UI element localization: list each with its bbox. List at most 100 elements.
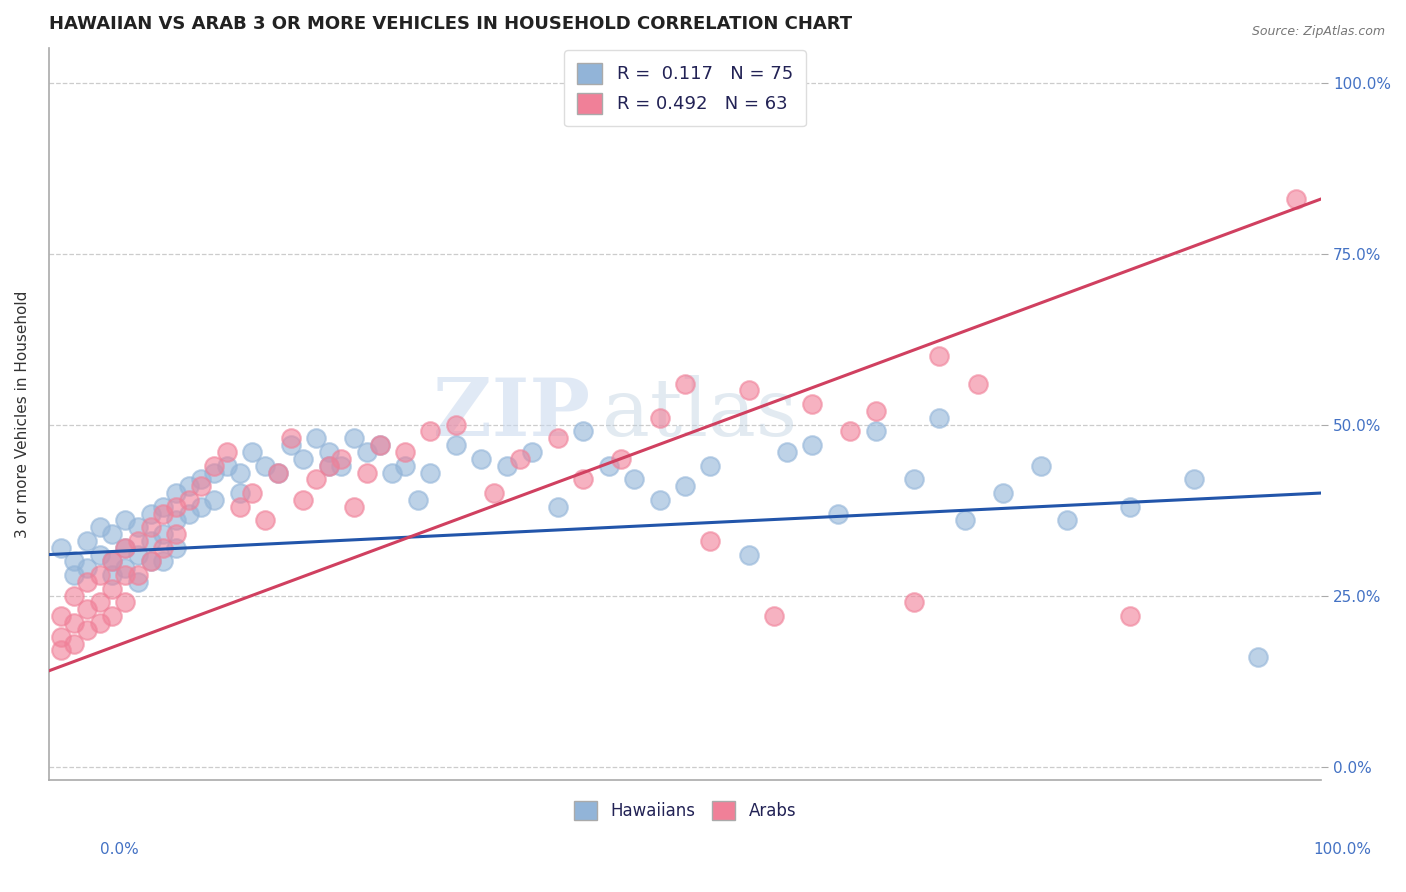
Point xyxy=(177,479,200,493)
Point xyxy=(482,486,505,500)
Point xyxy=(127,520,149,534)
Point xyxy=(318,458,340,473)
Point xyxy=(292,492,315,507)
Point xyxy=(495,458,517,473)
Point xyxy=(139,554,162,568)
Point xyxy=(114,595,136,609)
Point xyxy=(305,431,328,445)
Point xyxy=(215,445,238,459)
Point xyxy=(127,548,149,562)
Point xyxy=(547,500,569,514)
Point xyxy=(1031,458,1053,473)
Text: Source: ZipAtlas.com: Source: ZipAtlas.com xyxy=(1251,25,1385,38)
Point xyxy=(63,589,86,603)
Point xyxy=(165,513,187,527)
Point xyxy=(228,466,250,480)
Point xyxy=(280,438,302,452)
Point xyxy=(991,486,1014,500)
Point xyxy=(139,533,162,548)
Point xyxy=(89,615,111,630)
Point xyxy=(63,568,86,582)
Point xyxy=(202,492,225,507)
Point xyxy=(228,486,250,500)
Point xyxy=(240,486,263,500)
Point xyxy=(839,425,862,439)
Point xyxy=(114,541,136,555)
Point xyxy=(1119,500,1142,514)
Point xyxy=(394,445,416,459)
Point xyxy=(165,500,187,514)
Point xyxy=(356,445,378,459)
Point xyxy=(699,533,721,548)
Point xyxy=(280,431,302,445)
Point xyxy=(394,458,416,473)
Point xyxy=(318,458,340,473)
Point xyxy=(51,609,73,624)
Point xyxy=(165,541,187,555)
Point xyxy=(419,466,441,480)
Point xyxy=(127,568,149,582)
Point xyxy=(572,425,595,439)
Text: 0.0%: 0.0% xyxy=(100,842,139,856)
Point xyxy=(76,623,98,637)
Y-axis label: 3 or more Vehicles in Household: 3 or more Vehicles in Household xyxy=(15,291,30,538)
Point xyxy=(1056,513,1078,527)
Point xyxy=(267,466,290,480)
Point xyxy=(76,574,98,589)
Point xyxy=(139,507,162,521)
Point xyxy=(228,500,250,514)
Point xyxy=(903,595,925,609)
Point xyxy=(827,507,849,521)
Point xyxy=(928,349,950,363)
Point xyxy=(190,479,212,493)
Point xyxy=(406,492,429,507)
Point xyxy=(865,404,887,418)
Point xyxy=(139,520,162,534)
Point xyxy=(165,486,187,500)
Point xyxy=(737,548,759,562)
Point xyxy=(966,376,988,391)
Point xyxy=(330,451,353,466)
Point xyxy=(101,582,124,596)
Point xyxy=(215,458,238,473)
Legend: Hawaiians, Arabs: Hawaiians, Arabs xyxy=(567,794,803,827)
Point xyxy=(76,602,98,616)
Point xyxy=(63,636,86,650)
Point xyxy=(1182,472,1205,486)
Text: HAWAIIAN VS ARAB 3 OR MORE VEHICLES IN HOUSEHOLD CORRELATION CHART: HAWAIIAN VS ARAB 3 OR MORE VEHICLES IN H… xyxy=(49,15,852,33)
Point xyxy=(368,438,391,452)
Point xyxy=(673,376,696,391)
Point xyxy=(254,458,277,473)
Point xyxy=(89,568,111,582)
Point xyxy=(177,507,200,521)
Point xyxy=(763,609,786,624)
Point xyxy=(343,431,366,445)
Point xyxy=(699,458,721,473)
Point xyxy=(152,507,174,521)
Text: 100.0%: 100.0% xyxy=(1313,842,1372,856)
Point xyxy=(114,541,136,555)
Point xyxy=(737,384,759,398)
Point xyxy=(305,472,328,486)
Point xyxy=(114,561,136,575)
Point xyxy=(928,410,950,425)
Point xyxy=(89,520,111,534)
Point xyxy=(267,466,290,480)
Point xyxy=(419,425,441,439)
Point xyxy=(903,472,925,486)
Point xyxy=(648,410,671,425)
Point xyxy=(444,417,467,432)
Point xyxy=(623,472,645,486)
Point xyxy=(89,548,111,562)
Point xyxy=(1246,650,1268,665)
Point xyxy=(101,568,124,582)
Point xyxy=(101,609,124,624)
Point xyxy=(101,554,124,568)
Point xyxy=(177,492,200,507)
Point xyxy=(509,451,531,466)
Point xyxy=(292,451,315,466)
Point xyxy=(139,554,162,568)
Point xyxy=(343,500,366,514)
Point xyxy=(101,527,124,541)
Point xyxy=(76,533,98,548)
